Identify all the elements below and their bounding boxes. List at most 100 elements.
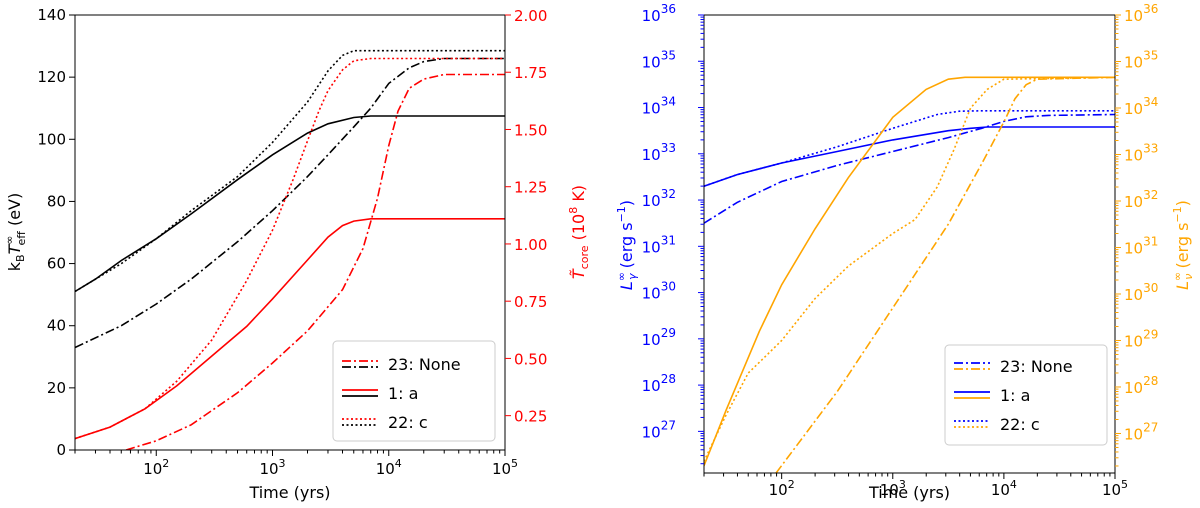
y-left-tick-label: 100 <box>37 130 66 148</box>
y-left-tick-label: 1035 <box>642 48 676 71</box>
legend-label: 22: c <box>1000 415 1040 434</box>
x-tick-label: 102 <box>143 457 169 478</box>
y-left-tick-label: 20 <box>47 379 66 397</box>
right-series-ffa500-solid <box>704 76 1115 467</box>
ylabel-r-unit2: ) <box>1173 200 1192 206</box>
ylabel-sup: ∞ <box>615 272 628 281</box>
y-tick-exponent: 32 <box>1143 188 1158 202</box>
y-right-tick-label: 1035 <box>1124 48 1158 71</box>
y-left-tick-label: 40 <box>47 317 66 335</box>
legend-label: 1: a <box>1000 386 1030 405</box>
x-tick-label: 105 <box>1102 478 1128 499</box>
right-series-ffa500-dashdot <box>775 76 1115 473</box>
y-right-tick-label: 1029 <box>1124 327 1158 350</box>
y-tick-base: 10 <box>642 423 661 441</box>
x-tick-exponent: 3 <box>279 457 286 470</box>
right-series-ffa500-dotted <box>704 76 1115 462</box>
y-left-tick-label: 1034 <box>642 95 676 118</box>
y-tick-exponent: 34 <box>661 95 676 109</box>
y-right-tick-label: 1033 <box>1124 141 1158 164</box>
y-right-tick-label: 0.50 <box>514 350 547 368</box>
left-series-ff0000-dotted <box>75 57 505 440</box>
y-left-tick-label: 1036 <box>642 2 676 25</box>
y-right-tick-label: 1032 <box>1124 188 1158 211</box>
y-tick-exponent: 28 <box>1143 374 1158 388</box>
ylabel-r-t: T̃ <box>569 268 588 279</box>
legend-label: 22: c <box>388 413 428 432</box>
y-left-tick-label: 80 <box>47 192 66 210</box>
ylabel-r-sub: ν <box>1182 274 1195 280</box>
x-tick-exponent: 5 <box>511 457 518 470</box>
x-tick-base: 10 <box>1102 481 1121 499</box>
y-tick-exponent: 36 <box>661 2 676 16</box>
y-left-tick-label: 0 <box>56 441 66 459</box>
ylabel-r-exp: 8 <box>567 207 580 214</box>
legend-label: 1: a <box>388 384 418 403</box>
y-right-tick-label: 1.25 <box>514 179 547 197</box>
right-legend: 23: None 1: a 22: c <box>944 344 1108 446</box>
y-tick-exponent: 33 <box>661 141 676 155</box>
x-tick-exponent: 3 <box>899 478 906 491</box>
y-right-tick-label: 0.25 <box>514 408 547 426</box>
y-tick-base: 10 <box>1124 193 1143 211</box>
y-tick-base: 10 <box>642 192 661 210</box>
left-series-000000-solid <box>75 115 505 293</box>
x-tick-label: 104 <box>376 457 402 478</box>
x-tick-label: 104 <box>991 478 1017 499</box>
x-tick-base: 10 <box>769 481 788 499</box>
legend-label: 23: None <box>1000 357 1073 376</box>
y-tick-exponent: 31 <box>1143 234 1158 248</box>
y-tick-base: 10 <box>642 377 661 395</box>
right-plot-frame <box>703 14 1116 474</box>
y-tick-base: 10 <box>642 146 661 164</box>
y-tick-base: 10 <box>642 238 661 256</box>
left-plot-frame <box>74 14 506 451</box>
y-left-axis-label: L∞γ (erg s−1) <box>615 200 639 290</box>
ylabel-t: T <box>5 243 24 254</box>
x-tick-label: 105 <box>492 457 518 478</box>
y-left-tick-label: 1033 <box>642 141 676 164</box>
y-right-tick-label: 1036 <box>1124 2 1158 25</box>
y-tick-exponent: 33 <box>1143 141 1158 155</box>
y-right-tick-label: 1027 <box>1124 420 1158 443</box>
legend-label: 23: None <box>388 355 461 374</box>
left-legend: 23: None 1: a 22: c <box>332 340 496 442</box>
y-left-axis-label: kBT∞eff (eV) <box>3 193 28 271</box>
x-tick-base: 10 <box>259 460 278 478</box>
y-tick-base: 10 <box>1124 239 1143 257</box>
x-tick-base: 10 <box>991 481 1010 499</box>
right-series-0000ff-solid <box>704 126 1115 187</box>
y-right-tick-label: 1028 <box>1124 374 1158 397</box>
y-right-tick-label: 1.75 <box>514 64 547 82</box>
ylabel-unit1: (erg s <box>617 222 636 273</box>
ylabel-sup: ∞ <box>3 235 16 244</box>
y-left-tick-label: 1032 <box>642 187 676 210</box>
y-tick-exponent: 35 <box>1143 48 1158 62</box>
ylabel-unit2: ) <box>617 200 636 206</box>
y-tick-exponent: 31 <box>661 233 676 247</box>
y-right-tick-label: 1030 <box>1124 281 1158 304</box>
x-tick-base: 10 <box>376 460 395 478</box>
right-legend-box <box>944 344 1108 446</box>
ylabel-l: L <box>617 281 636 290</box>
y-right-axis-label: L∞ν (erg s−1) <box>1171 200 1195 290</box>
y-left-tick-label: 1030 <box>642 280 676 303</box>
y-left-tick-label: 60 <box>47 255 66 273</box>
x-tick-label: 103 <box>880 478 906 499</box>
ylabel-r-unit-exp: −1 <box>1171 206 1184 222</box>
ylabel-r-l: L <box>1173 281 1192 290</box>
y-left-tick-label: 140 <box>37 6 66 24</box>
y-tick-exponent: 27 <box>661 418 676 432</box>
y-tick-base: 10 <box>642 331 661 349</box>
y-tick-base: 10 <box>642 7 661 25</box>
ylabel-unit-exp: −1 <box>615 206 628 222</box>
y-tick-base: 10 <box>1124 425 1143 443</box>
x-tick-exponent: 4 <box>1010 478 1017 491</box>
ylabel-k: k <box>5 261 24 271</box>
x-tick-base: 10 <box>492 460 511 478</box>
x-tick-base: 10 <box>880 481 899 499</box>
y-right-tick-label: 0.75 <box>514 293 547 311</box>
y-tick-exponent: 30 <box>661 280 676 294</box>
ylabel-r-unit1: (erg s <box>1173 223 1192 274</box>
